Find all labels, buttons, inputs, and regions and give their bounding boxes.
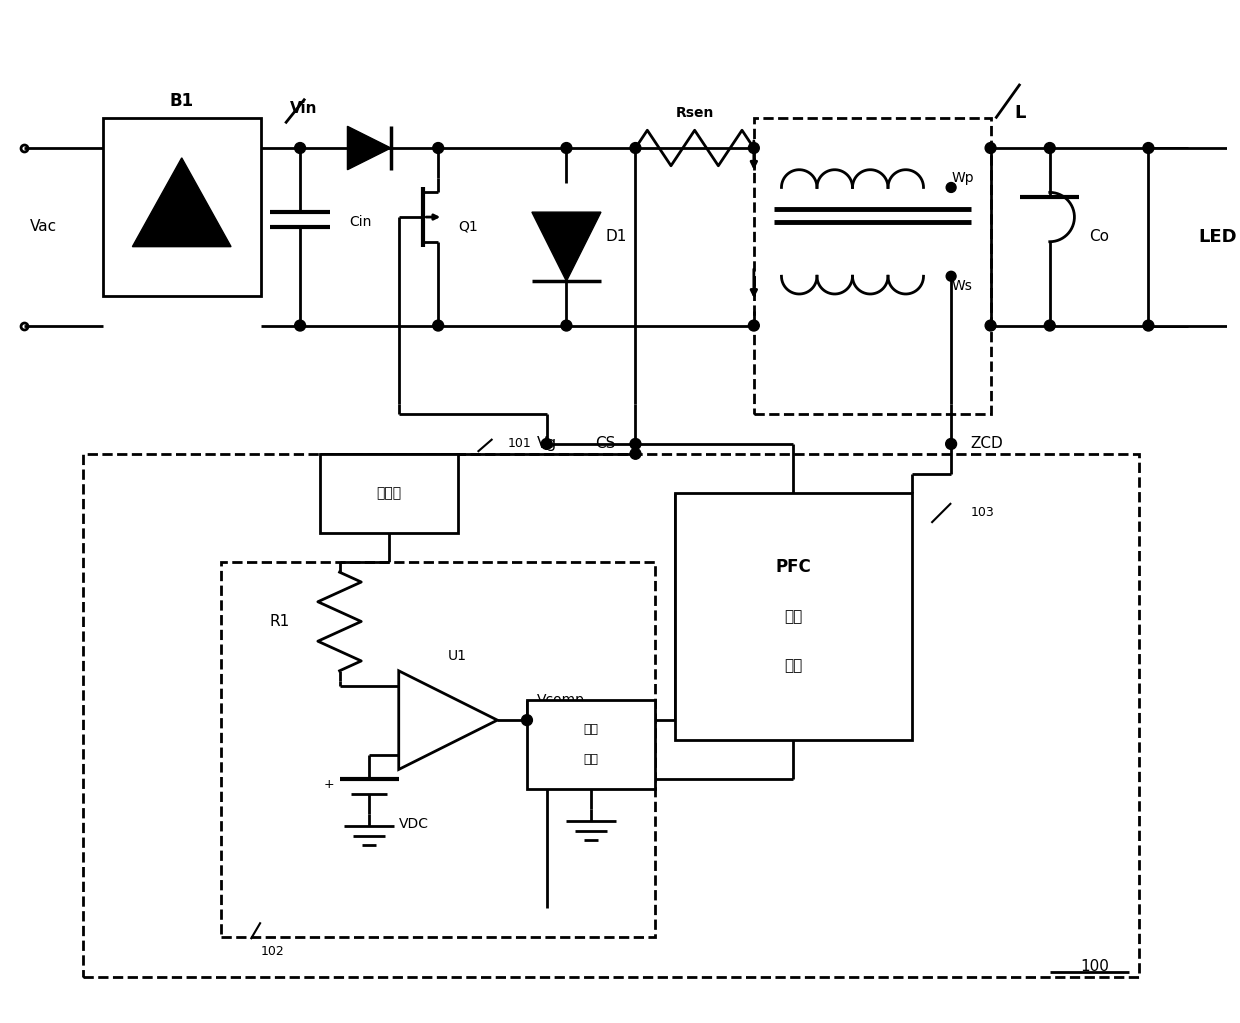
Bar bbox=[675, 493, 911, 740]
Text: L: L bbox=[1014, 104, 1025, 123]
Circle shape bbox=[749, 142, 759, 153]
Bar bbox=[527, 701, 655, 789]
Circle shape bbox=[1143, 320, 1154, 331]
Text: Rsen: Rsen bbox=[676, 106, 714, 121]
Text: 网络: 网络 bbox=[584, 753, 599, 766]
Polygon shape bbox=[347, 126, 391, 170]
Circle shape bbox=[946, 439, 956, 449]
Circle shape bbox=[560, 142, 572, 153]
Text: VDC: VDC bbox=[399, 816, 429, 831]
Text: LED: LED bbox=[1198, 228, 1236, 246]
Text: 控制: 控制 bbox=[784, 609, 802, 624]
Text: D1: D1 bbox=[606, 229, 627, 244]
Circle shape bbox=[946, 271, 956, 281]
Text: 滤波器: 滤波器 bbox=[376, 486, 402, 500]
Polygon shape bbox=[532, 212, 601, 281]
Circle shape bbox=[433, 142, 444, 153]
Bar bbox=[1148, 148, 1240, 325]
Bar bbox=[103, 119, 260, 296]
Text: Vin: Vin bbox=[290, 101, 317, 116]
Text: U1: U1 bbox=[448, 649, 467, 663]
Circle shape bbox=[630, 448, 641, 459]
Circle shape bbox=[1044, 142, 1055, 153]
Text: CS: CS bbox=[595, 437, 616, 451]
Circle shape bbox=[946, 182, 956, 192]
Polygon shape bbox=[399, 671, 497, 769]
Text: +: + bbox=[324, 777, 335, 791]
Text: Wp: Wp bbox=[951, 171, 973, 184]
Circle shape bbox=[985, 142, 996, 153]
Text: -: - bbox=[418, 686, 424, 705]
Polygon shape bbox=[133, 158, 231, 247]
Text: 101: 101 bbox=[507, 438, 531, 450]
Text: Vg: Vg bbox=[537, 437, 557, 451]
Text: 电路: 电路 bbox=[784, 659, 802, 673]
Circle shape bbox=[522, 715, 532, 725]
Text: +: + bbox=[418, 736, 433, 754]
Text: Ws: Ws bbox=[951, 279, 972, 294]
Text: R1: R1 bbox=[270, 614, 290, 629]
Text: Vac: Vac bbox=[30, 219, 57, 234]
Text: ZCD: ZCD bbox=[971, 437, 1003, 451]
Circle shape bbox=[295, 320, 305, 331]
Text: 103: 103 bbox=[971, 506, 994, 520]
Circle shape bbox=[1044, 320, 1055, 331]
Circle shape bbox=[433, 320, 444, 331]
Circle shape bbox=[630, 142, 641, 153]
Circle shape bbox=[749, 320, 759, 331]
Text: 102: 102 bbox=[260, 945, 284, 959]
Text: Cin: Cin bbox=[350, 215, 372, 229]
Bar bbox=[83, 454, 1138, 977]
Text: Q1: Q1 bbox=[458, 220, 477, 234]
Circle shape bbox=[630, 439, 641, 449]
Circle shape bbox=[560, 320, 572, 331]
Text: Vcomp: Vcomp bbox=[537, 694, 585, 707]
Text: 100: 100 bbox=[1080, 960, 1109, 974]
Text: Co: Co bbox=[1089, 229, 1110, 244]
Bar bbox=[320, 454, 458, 533]
Bar bbox=[221, 563, 655, 937]
Bar bbox=[754, 119, 991, 414]
Text: PFC: PFC bbox=[775, 559, 811, 576]
Text: B1: B1 bbox=[170, 92, 193, 109]
Circle shape bbox=[295, 142, 305, 153]
Circle shape bbox=[1143, 142, 1154, 153]
Circle shape bbox=[542, 439, 552, 449]
Text: 补偿: 补偿 bbox=[584, 723, 599, 737]
Circle shape bbox=[985, 320, 996, 331]
